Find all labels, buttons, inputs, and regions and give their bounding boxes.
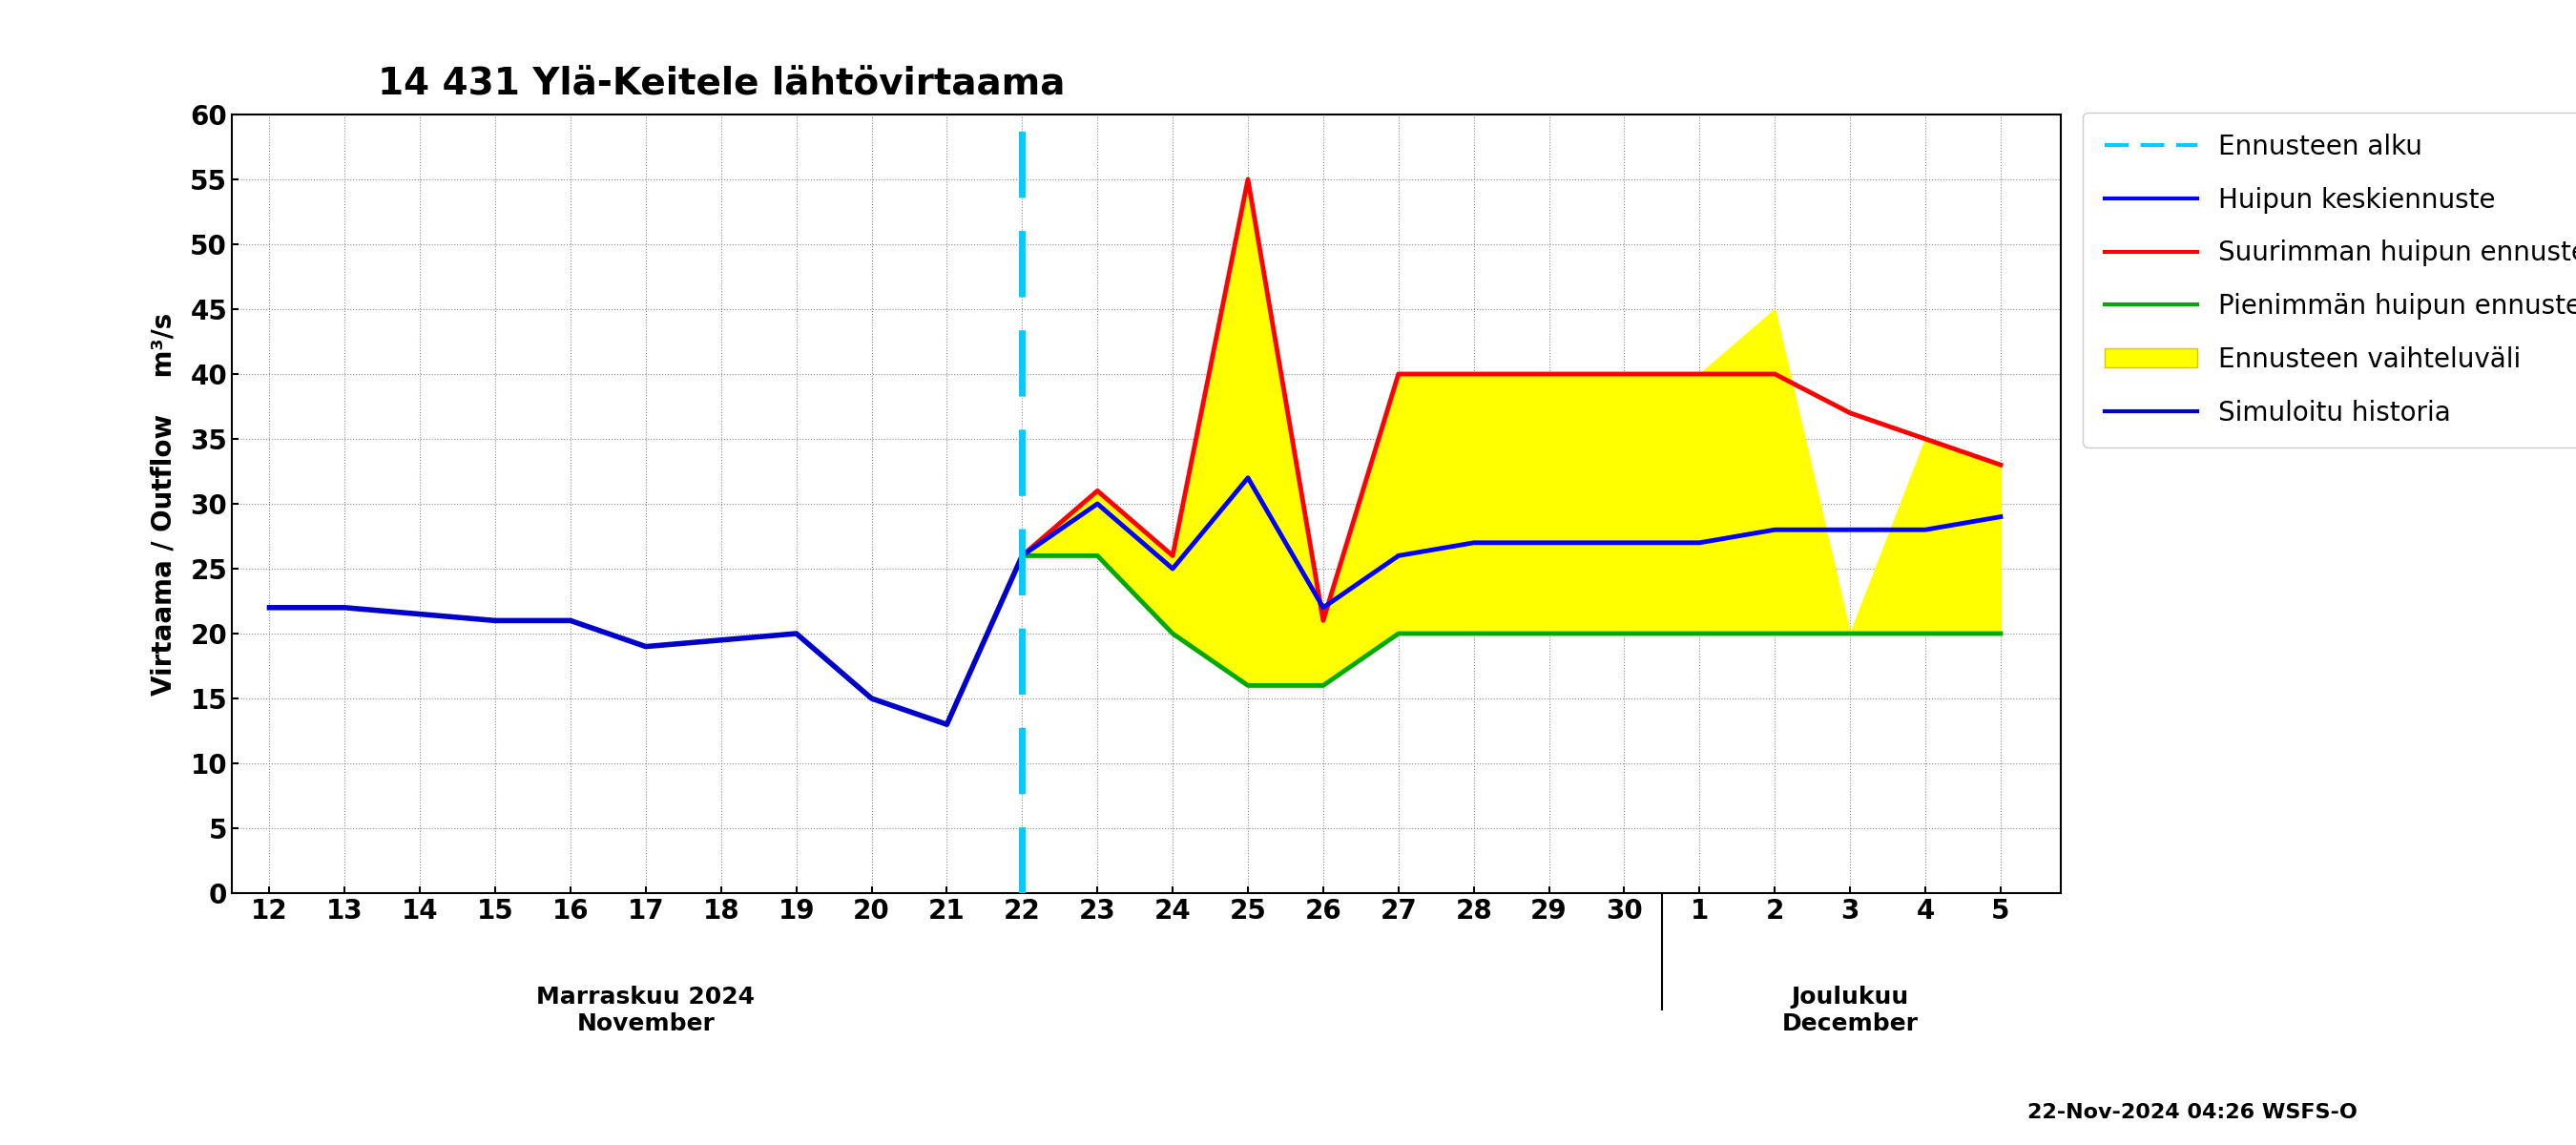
Text: 22-Nov-2024 04:26 WSFS-O: 22-Nov-2024 04:26 WSFS-O: [2027, 1103, 2357, 1122]
Y-axis label: Virtaama / Outflow    m³/s: Virtaama / Outflow m³/s: [149, 313, 178, 695]
Legend: Ennusteen alku, Huipun keskiennuste, Suurimman huipun ennuste, Pienimmän huipun : Ennusteen alku, Huipun keskiennuste, Suu…: [2084, 112, 2576, 448]
Text: 14 431 Ylä-Keitele lähtövirtaama: 14 431 Ylä-Keitele lähtövirtaama: [379, 66, 1066, 102]
Text: Joulukuu
December: Joulukuu December: [1783, 986, 1919, 1035]
Text: Marraskuu 2024
November: Marraskuu 2024 November: [536, 986, 755, 1035]
